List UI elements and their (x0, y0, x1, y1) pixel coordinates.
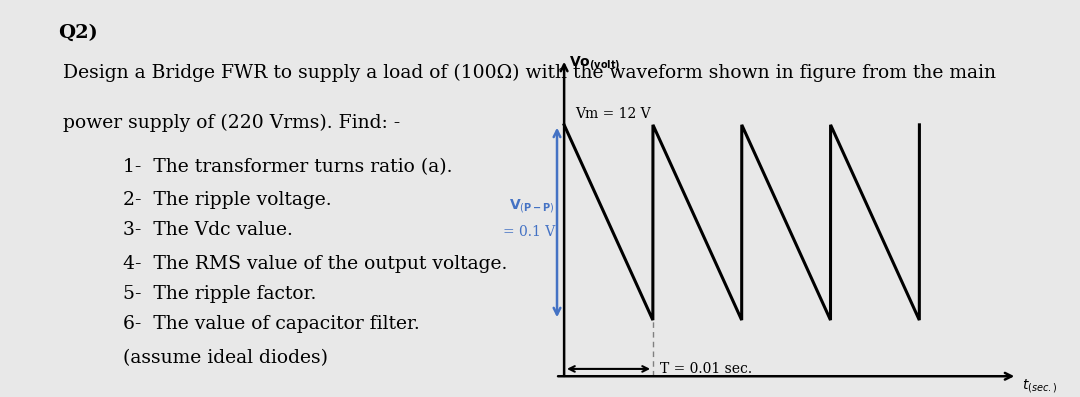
Text: 3-  The Vdc value.: 3- The Vdc value. (123, 222, 293, 239)
Text: Vm = 12 V: Vm = 12 V (575, 107, 650, 121)
Text: $\mathbf{Vo}$$_{\mathbf{(volt)}}$: $\mathbf{Vo}$$_{\mathbf{(volt)}}$ (568, 54, 620, 73)
Text: 5-  The ripple factor.: 5- The ripple factor. (123, 285, 316, 303)
Text: $t_{(sec.)}$: $t_{(sec.)}$ (1022, 377, 1057, 395)
Text: 4-  The RMS value of the output voltage.: 4- The RMS value of the output voltage. (123, 255, 508, 273)
Text: = 0.1 V: = 0.1 V (503, 225, 555, 239)
Text: 1-  The transformer turns ratio (a).: 1- The transformer turns ratio (a). (123, 158, 453, 175)
Text: Design a Bridge FWR to supply a load of (100Ω) with the waveform shown in figure: Design a Bridge FWR to supply a load of … (63, 64, 996, 82)
Text: 6-  The value of capacitor filter.: 6- The value of capacitor filter. (123, 315, 419, 333)
Text: T = 0.01 sec.: T = 0.01 sec. (660, 362, 752, 376)
Text: Q2): Q2) (58, 24, 98, 42)
Text: 2-  The ripple voltage.: 2- The ripple voltage. (123, 191, 332, 209)
Text: power supply of (220 Vrms). Find: -: power supply of (220 Vrms). Find: - (63, 114, 401, 132)
Text: (assume ideal diodes): (assume ideal diodes) (123, 349, 327, 367)
Text: $\mathbf{V}_{(\mathbf{P-P})}$: $\mathbf{V}_{(\mathbf{P-P})}$ (510, 197, 555, 215)
